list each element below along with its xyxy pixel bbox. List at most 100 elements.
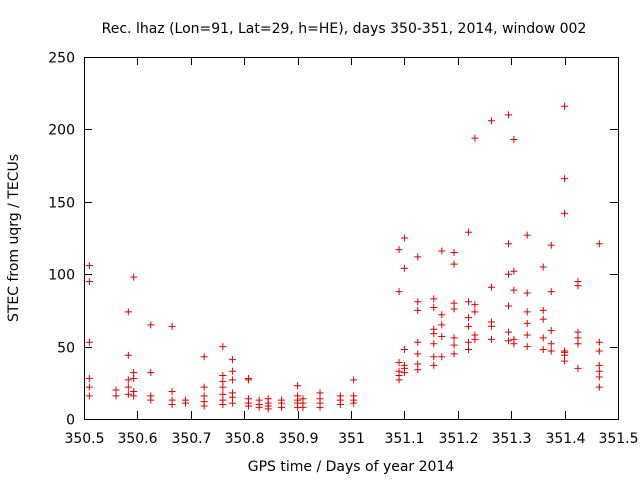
data-point (124, 308, 132, 316)
data-point (595, 338, 603, 346)
data-point (228, 367, 236, 375)
data-point (168, 322, 176, 330)
data-point (438, 353, 446, 361)
data-point (595, 373, 603, 381)
data-point (430, 361, 438, 369)
data-point (505, 302, 513, 310)
data-point (414, 338, 422, 346)
data-point (255, 403, 263, 411)
data-point (523, 343, 531, 351)
data-point (85, 383, 93, 391)
data-point (487, 322, 495, 330)
data-point (228, 399, 236, 407)
data-point (450, 341, 458, 349)
data-point (168, 401, 176, 409)
data-point (450, 248, 458, 256)
data-point (400, 369, 408, 377)
data-point (547, 327, 555, 335)
data-point (200, 402, 208, 410)
x-tick-label: 350.7 (171, 431, 211, 447)
data-point (523, 331, 531, 339)
data-point (539, 315, 547, 323)
data-point (438, 332, 446, 340)
data-point (595, 240, 603, 248)
y-tick-label: 250 (48, 51, 75, 67)
data-point (219, 383, 227, 391)
data-point (561, 175, 569, 183)
data-point (181, 399, 189, 407)
data-point (547, 241, 555, 249)
data-point (464, 314, 472, 322)
y-tick-label: 0 (66, 413, 75, 429)
data-point (547, 288, 555, 296)
data-point (395, 246, 403, 254)
data-point (510, 286, 518, 294)
data-point (505, 328, 513, 336)
data-point (400, 345, 408, 353)
data-point (561, 102, 569, 110)
data-point (350, 399, 358, 407)
data-point (400, 264, 408, 272)
data-point (414, 298, 422, 306)
x-tick-label: 351.3 (491, 431, 531, 447)
data-point (539, 334, 547, 342)
data-point (487, 283, 495, 291)
data-point (471, 335, 479, 343)
data-point (124, 383, 132, 391)
data-point (487, 117, 495, 125)
data-points (85, 102, 603, 413)
data-point (450, 305, 458, 313)
data-point (130, 273, 138, 281)
data-point (505, 270, 513, 278)
data-point (294, 382, 302, 390)
y-tick-label: 200 (48, 123, 75, 139)
data-point (471, 134, 479, 142)
data-point (561, 357, 569, 365)
data-point (430, 340, 438, 348)
y-axis-ticks: 0 50 100 150 200 250 (48, 51, 618, 429)
data-point (539, 306, 547, 314)
data-point (147, 321, 155, 329)
data-point (147, 396, 155, 404)
x-tick-label: 350.6 (117, 431, 157, 447)
data-point (547, 340, 555, 348)
data-point (510, 136, 518, 144)
data-point (510, 267, 518, 275)
data-point (464, 298, 472, 306)
data-point (574, 282, 582, 290)
data-point (219, 343, 227, 351)
x-axis-label: GPS time / Days of year 2014 (248, 459, 455, 475)
plot-frame (84, 57, 619, 420)
x-tick-label: 351.2 (438, 431, 478, 447)
data-point (471, 301, 479, 309)
y-axis-label: STEC from uqrg / TECUs (6, 154, 22, 322)
data-point (505, 240, 513, 248)
data-point (523, 319, 531, 327)
data-point (264, 405, 272, 413)
data-point (523, 289, 531, 297)
y-tick-label: 50 (57, 341, 75, 357)
data-point (539, 345, 547, 353)
data-point (200, 383, 208, 391)
data-point (395, 359, 403, 367)
y-tick-label: 150 (48, 196, 75, 212)
data-point (510, 340, 518, 348)
data-point (523, 231, 531, 239)
data-point (85, 262, 93, 270)
data-point (464, 228, 472, 236)
data-point (130, 392, 138, 400)
data-point (430, 295, 438, 303)
data-point (464, 338, 472, 346)
data-point (228, 376, 236, 384)
data-point (450, 260, 458, 268)
data-point (200, 353, 208, 361)
x-tick-label: 350.5 (64, 431, 104, 447)
data-point (523, 308, 531, 316)
data-point (228, 356, 236, 364)
x-tick-label: 351 (338, 431, 365, 447)
data-point (147, 369, 155, 377)
data-point (316, 403, 324, 411)
chart-title: Rec. lhaz (Lon=91, Lat=29, h=HE), days 3… (102, 21, 587, 37)
data-point (85, 374, 93, 382)
data-point (168, 387, 176, 395)
